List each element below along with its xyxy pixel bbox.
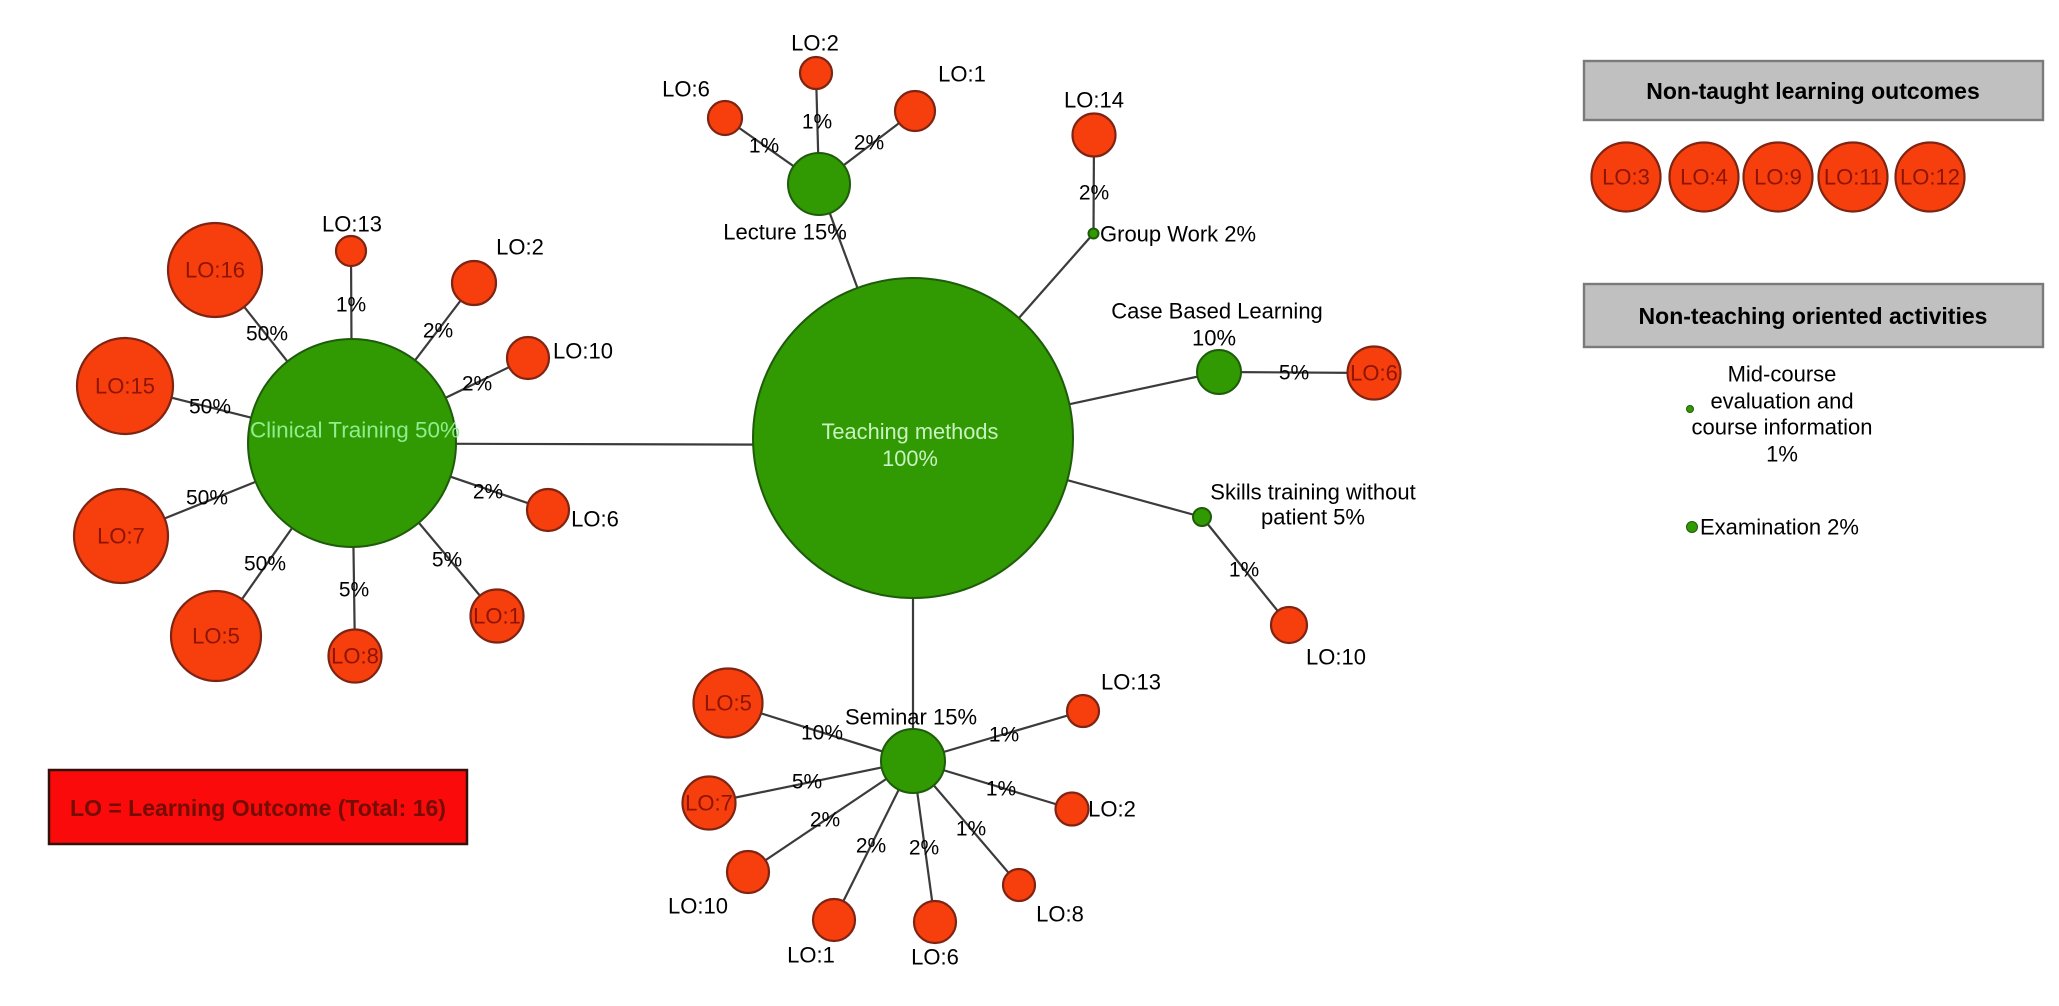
- svg-text:LO:12: LO:12: [1900, 165, 1960, 190]
- svg-text:2%: 2%: [462, 373, 492, 396]
- svg-text:LO:10: LO:10: [668, 894, 728, 919]
- svg-text:1%: 1%: [1766, 442, 1798, 467]
- svg-text:evaluation and: evaluation and: [1710, 389, 1853, 414]
- svg-text:LO:7: LO:7: [97, 524, 145, 549]
- svg-text:1%: 1%: [749, 135, 779, 158]
- svg-text:LO:11: LO:11: [1824, 165, 1882, 190]
- svg-text:LO:10: LO:10: [1306, 645, 1366, 670]
- svg-text:5%: 5%: [339, 579, 369, 602]
- svg-text:LO:13: LO:13: [322, 212, 382, 237]
- svg-text:LO:14: LO:14: [1064, 88, 1124, 113]
- svg-text:2%: 2%: [856, 835, 886, 858]
- svg-text:50%: 50%: [189, 396, 231, 419]
- svg-text:Non-taught learning outcomes: Non-taught learning outcomes: [1646, 78, 1980, 104]
- svg-text:Lecture 15%: Lecture 15%: [723, 220, 847, 245]
- svg-text:LO:1: LO:1: [473, 604, 521, 629]
- svg-text:LO:2: LO:2: [1088, 797, 1136, 822]
- svg-text:LO:1: LO:1: [787, 943, 835, 968]
- svg-text:1%: 1%: [989, 724, 1019, 747]
- svg-text:LO:15: LO:15: [95, 374, 155, 399]
- svg-text:LO:2: LO:2: [496, 235, 544, 260]
- svg-text:1%: 1%: [986, 778, 1016, 801]
- svg-text:1%: 1%: [802, 111, 832, 134]
- svg-text:2%: 2%: [909, 837, 939, 860]
- svg-text:5%: 5%: [432, 549, 462, 572]
- svg-text:50%: 50%: [246, 323, 288, 346]
- svg-text:100%: 100%: [882, 446, 938, 471]
- svg-text:50%: 50%: [244, 553, 286, 576]
- svg-text:Case Based Learning: Case Based Learning: [1111, 299, 1323, 324]
- svg-text:course information: course information: [1692, 415, 1873, 440]
- svg-text:patient 5%: patient 5%: [1261, 505, 1365, 530]
- svg-text:LO:8: LO:8: [1036, 902, 1084, 927]
- svg-text:2%: 2%: [473, 481, 503, 504]
- svg-text:2%: 2%: [810, 809, 840, 832]
- svg-text:LO:13: LO:13: [1101, 670, 1161, 695]
- svg-text:Skills training without: Skills training without: [1210, 480, 1415, 505]
- svg-text:LO:5: LO:5: [192, 624, 240, 649]
- svg-text:LO:5: LO:5: [704, 691, 752, 716]
- svg-text:Teaching methods: Teaching methods: [822, 419, 999, 444]
- svg-text:LO:9: LO:9: [1754, 165, 1802, 190]
- svg-text:Examination 2%: Examination 2%: [1700, 515, 1859, 540]
- svg-text:LO:6: LO:6: [662, 77, 710, 102]
- svg-text:LO:4: LO:4: [1680, 165, 1728, 190]
- svg-text:Clinical Training 50%: Clinical Training 50%: [250, 418, 460, 443]
- svg-text:Non-teaching oriented activiti: Non-teaching oriented activities: [1639, 303, 1988, 329]
- svg-text:Group Work 2%: Group Work 2%: [1100, 222, 1256, 247]
- svg-text:LO:6: LO:6: [1350, 361, 1398, 386]
- svg-text:Mid-course: Mid-course: [1728, 362, 1837, 387]
- svg-text:2%: 2%: [423, 320, 453, 343]
- svg-text:10%: 10%: [1192, 326, 1236, 351]
- svg-text:1%: 1%: [1229, 559, 1259, 582]
- svg-text:LO = Learning Outcome (Total:: LO = Learning Outcome (Total: 16): [70, 795, 446, 821]
- svg-text:2%: 2%: [854, 132, 884, 155]
- svg-text:5%: 5%: [792, 771, 822, 794]
- svg-text:1%: 1%: [956, 818, 986, 841]
- svg-text:50%: 50%: [186, 487, 228, 510]
- svg-text:LO:6: LO:6: [911, 945, 959, 970]
- svg-text:LO:8: LO:8: [331, 644, 379, 669]
- svg-text:LO:6: LO:6: [571, 507, 619, 532]
- svg-text:LO:3: LO:3: [1602, 165, 1650, 190]
- svg-text:1%: 1%: [336, 294, 366, 317]
- svg-text:2%: 2%: [1079, 182, 1109, 205]
- svg-text:LO:10: LO:10: [553, 339, 613, 364]
- svg-text:LO:2: LO:2: [791, 31, 839, 56]
- svg-text:LO:7: LO:7: [685, 791, 733, 816]
- svg-text:10%: 10%: [801, 722, 843, 745]
- svg-text:LO:1: LO:1: [938, 62, 986, 87]
- svg-text:Seminar 15%: Seminar 15%: [845, 705, 977, 730]
- svg-text:LO:16: LO:16: [185, 258, 245, 283]
- svg-text:5%: 5%: [1279, 362, 1309, 385]
